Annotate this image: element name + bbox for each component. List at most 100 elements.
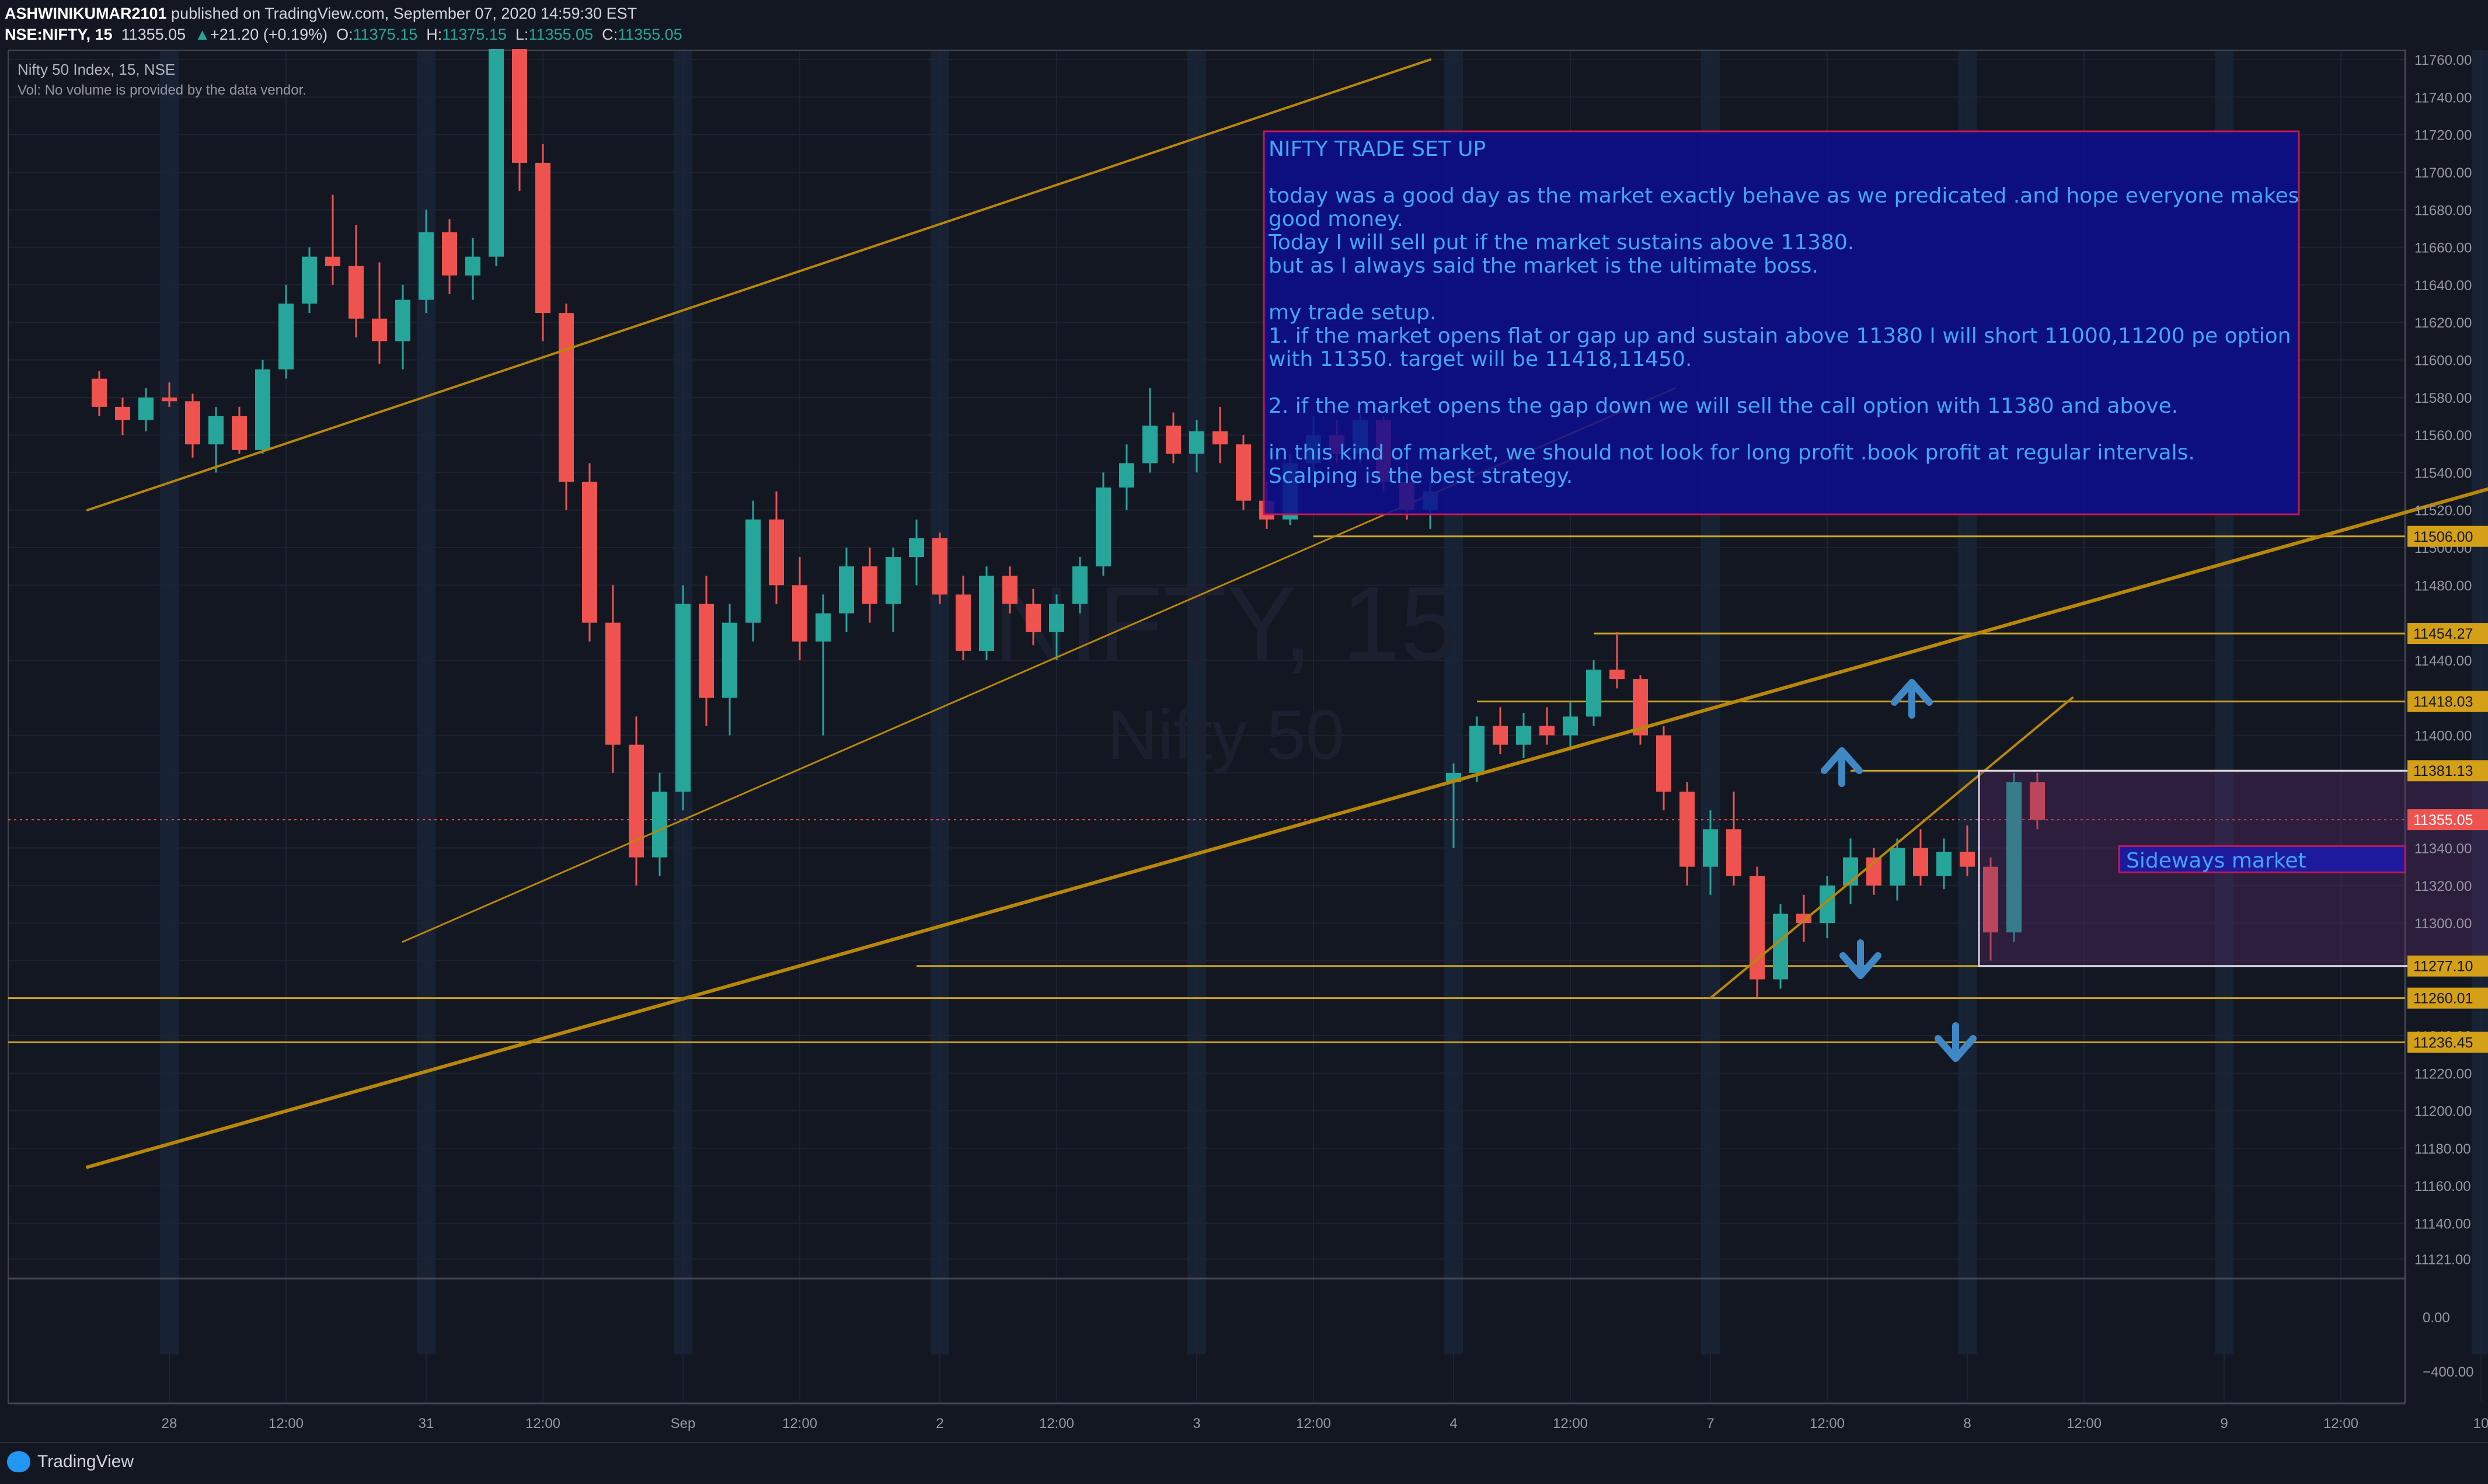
time-tick-label: 12:00 <box>269 1416 304 1431</box>
time-axis[interactable]: 28 12:00 31 12:00 Sep 12:00 2 12:00 3 12:00 4 12:00… <box>162 1416 2488 1431</box>
candle-body <box>325 256 340 266</box>
time-tick-label: 7 <box>1706 1416 1714 1431</box>
time-tick-label: 12:00 <box>2067 1416 2102 1431</box>
close-label: C: <box>602 26 618 43</box>
trendline[interactable] <box>1709 696 2074 999</box>
high-value: 11375.15 <box>442 26 507 43</box>
candle-body <box>1212 431 1228 445</box>
price-tick-label: 11320.00 <box>2414 879 2472 894</box>
price-tick-label: 11600.00 <box>2414 353 2472 369</box>
low-label: L: <box>515 26 529 43</box>
high-label: H: <box>426 26 442 43</box>
candle-body <box>1983 866 1998 933</box>
open-value: 11375.15 <box>353 26 418 43</box>
note-line: good money. <box>1269 207 1403 231</box>
candle-body <box>489 22 504 257</box>
last-price-label: 11355.05 <box>2413 812 2473 828</box>
level-label-bg[interactable] <box>2407 955 2488 977</box>
level-label: 11277.10 <box>2413 959 2473 975</box>
note-line: Today I will sell put if the market sust… <box>1268 231 1854 255</box>
candle-body <box>582 482 597 623</box>
candle-body <box>2030 782 2045 820</box>
price-tick-label: 11440.00 <box>2414 653 2472 669</box>
candle-body <box>1096 487 1111 567</box>
publish-header: ASHWINIKUMAR2101 published on TradingVie… <box>0 0 2488 49</box>
up-triangle-icon: ▲ <box>194 26 210 43</box>
candle-body <box>956 594 971 651</box>
time-tick-label: 12:00 <box>2323 1416 2358 1431</box>
time-tick-label: Sep <box>671 1416 696 1431</box>
candle-body <box>1726 829 1741 876</box>
note-line: 1. if the market opens flat or gap up an… <box>1269 324 2291 348</box>
level-label-bg[interactable] <box>2407 987 2488 1009</box>
level-label: 11236.45 <box>2413 1034 2473 1051</box>
direction-arrows[interactable] <box>1821 679 1977 1062</box>
lower-pane-tick: 0.00 <box>2423 1310 2450 1326</box>
candle-body <box>1890 848 1905 886</box>
note-box-frame[interactable] <box>1263 130 2300 515</box>
time-tick-label: 12:00 <box>782 1416 817 1431</box>
price-tick-label: 11540.00 <box>2414 465 2472 481</box>
tradingview-logo[interactable]: TradingView <box>7 1451 134 1472</box>
candle-body <box>675 604 691 792</box>
price-tick-label: 11560.00 <box>2414 428 2472 444</box>
note-line: today was a good day as the market exact… <box>1269 184 2299 208</box>
publisher-line: ASHWINIKUMAR2101 published on TradingVie… <box>5 5 637 23</box>
note-line: with 11350. target will be 11418,11450. <box>1269 347 1692 371</box>
price-axis[interactable]: 11760.00 11740.00 11720.00 11700.00 11680.00… <box>2407 53 2488 1268</box>
low-value: 11355.05 <box>528 26 594 43</box>
watermark-title: NIFTY, 15 <box>994 565 1459 682</box>
price-tick-label: 11220.00 <box>2414 1066 2472 1082</box>
candle-body <box>349 266 364 319</box>
candle-body <box>185 401 200 445</box>
sideways-label-box[interactable] <box>2118 845 2406 873</box>
sideways-zone[interactable]: Sideways market <box>1978 769 2488 967</box>
level-label-bg[interactable] <box>2407 623 2488 645</box>
time-tick-label: 3 <box>1193 1416 1200 1431</box>
legend-instrument: Nifty 50 Index, 15, NSE <box>18 61 175 78</box>
candle-body <box>1516 726 1531 745</box>
last-price: 11355.05 <box>121 26 186 43</box>
chart[interactable]: NIFTY, 15 Nifty 50 Sideways market NIFTY… <box>0 0 2488 1442</box>
candle-body <box>1586 670 1601 717</box>
level-label: 11381.13 <box>2413 763 2473 779</box>
candle-body <box>979 576 994 651</box>
candle-body <box>535 162 550 313</box>
candle-body <box>699 604 714 698</box>
candle-body <box>909 538 924 558</box>
candle-body <box>1563 716 1578 736</box>
level-label-bg[interactable] <box>2407 1032 2488 1053</box>
note-line: 2. if the market opens the gap down we w… <box>1269 394 2178 418</box>
candle-body <box>1002 576 1017 604</box>
price-tick-label: 11760.00 <box>2414 53 2472 68</box>
price-tick-label: 11300.00 <box>2414 916 2472 932</box>
time-tick-label: 8 <box>1963 1416 1971 1431</box>
candlesticks <box>92 0 2045 998</box>
candle-body <box>1166 426 1181 454</box>
horizontal-levels[interactable] <box>8 535 2405 1043</box>
level-label-bg[interactable] <box>2407 525 2488 547</box>
time-tick-label: 9 <box>2220 1416 2228 1431</box>
publisher-name[interactable]: ASHWINIKUMAR2101 <box>5 5 167 22</box>
time-tick-label: 12:00 <box>1810 1416 1845 1431</box>
candle-body <box>605 622 621 745</box>
candle-body <box>1493 726 1508 745</box>
candle-body <box>138 397 154 420</box>
level-label-bg[interactable] <box>2407 691 2488 712</box>
trendline[interactable] <box>86 435 2488 1169</box>
price-tick-label: 11180.00 <box>2414 1141 2471 1157</box>
last-price-label-bg[interactable] <box>2407 809 2488 831</box>
candle-body <box>208 416 224 445</box>
candle-body <box>302 256 317 304</box>
level-label-bg[interactable] <box>2407 760 2488 782</box>
trade-note-box[interactable]: NIFTY TRADE SET UP today was a good day a… <box>1263 130 2300 515</box>
candle-body <box>419 232 434 300</box>
trendline[interactable] <box>86 58 1431 511</box>
candle-body <box>1469 726 1485 773</box>
price-tick-label: 11200.00 <box>2414 1104 2472 1120</box>
candle-body <box>745 519 761 623</box>
candle-body <box>162 397 177 402</box>
footer: TradingView <box>0 1442 2488 1484</box>
note-title: NIFTY TRADE SET UP <box>1269 137 1486 161</box>
price-tick-label: 11720.00 <box>2414 128 2472 144</box>
